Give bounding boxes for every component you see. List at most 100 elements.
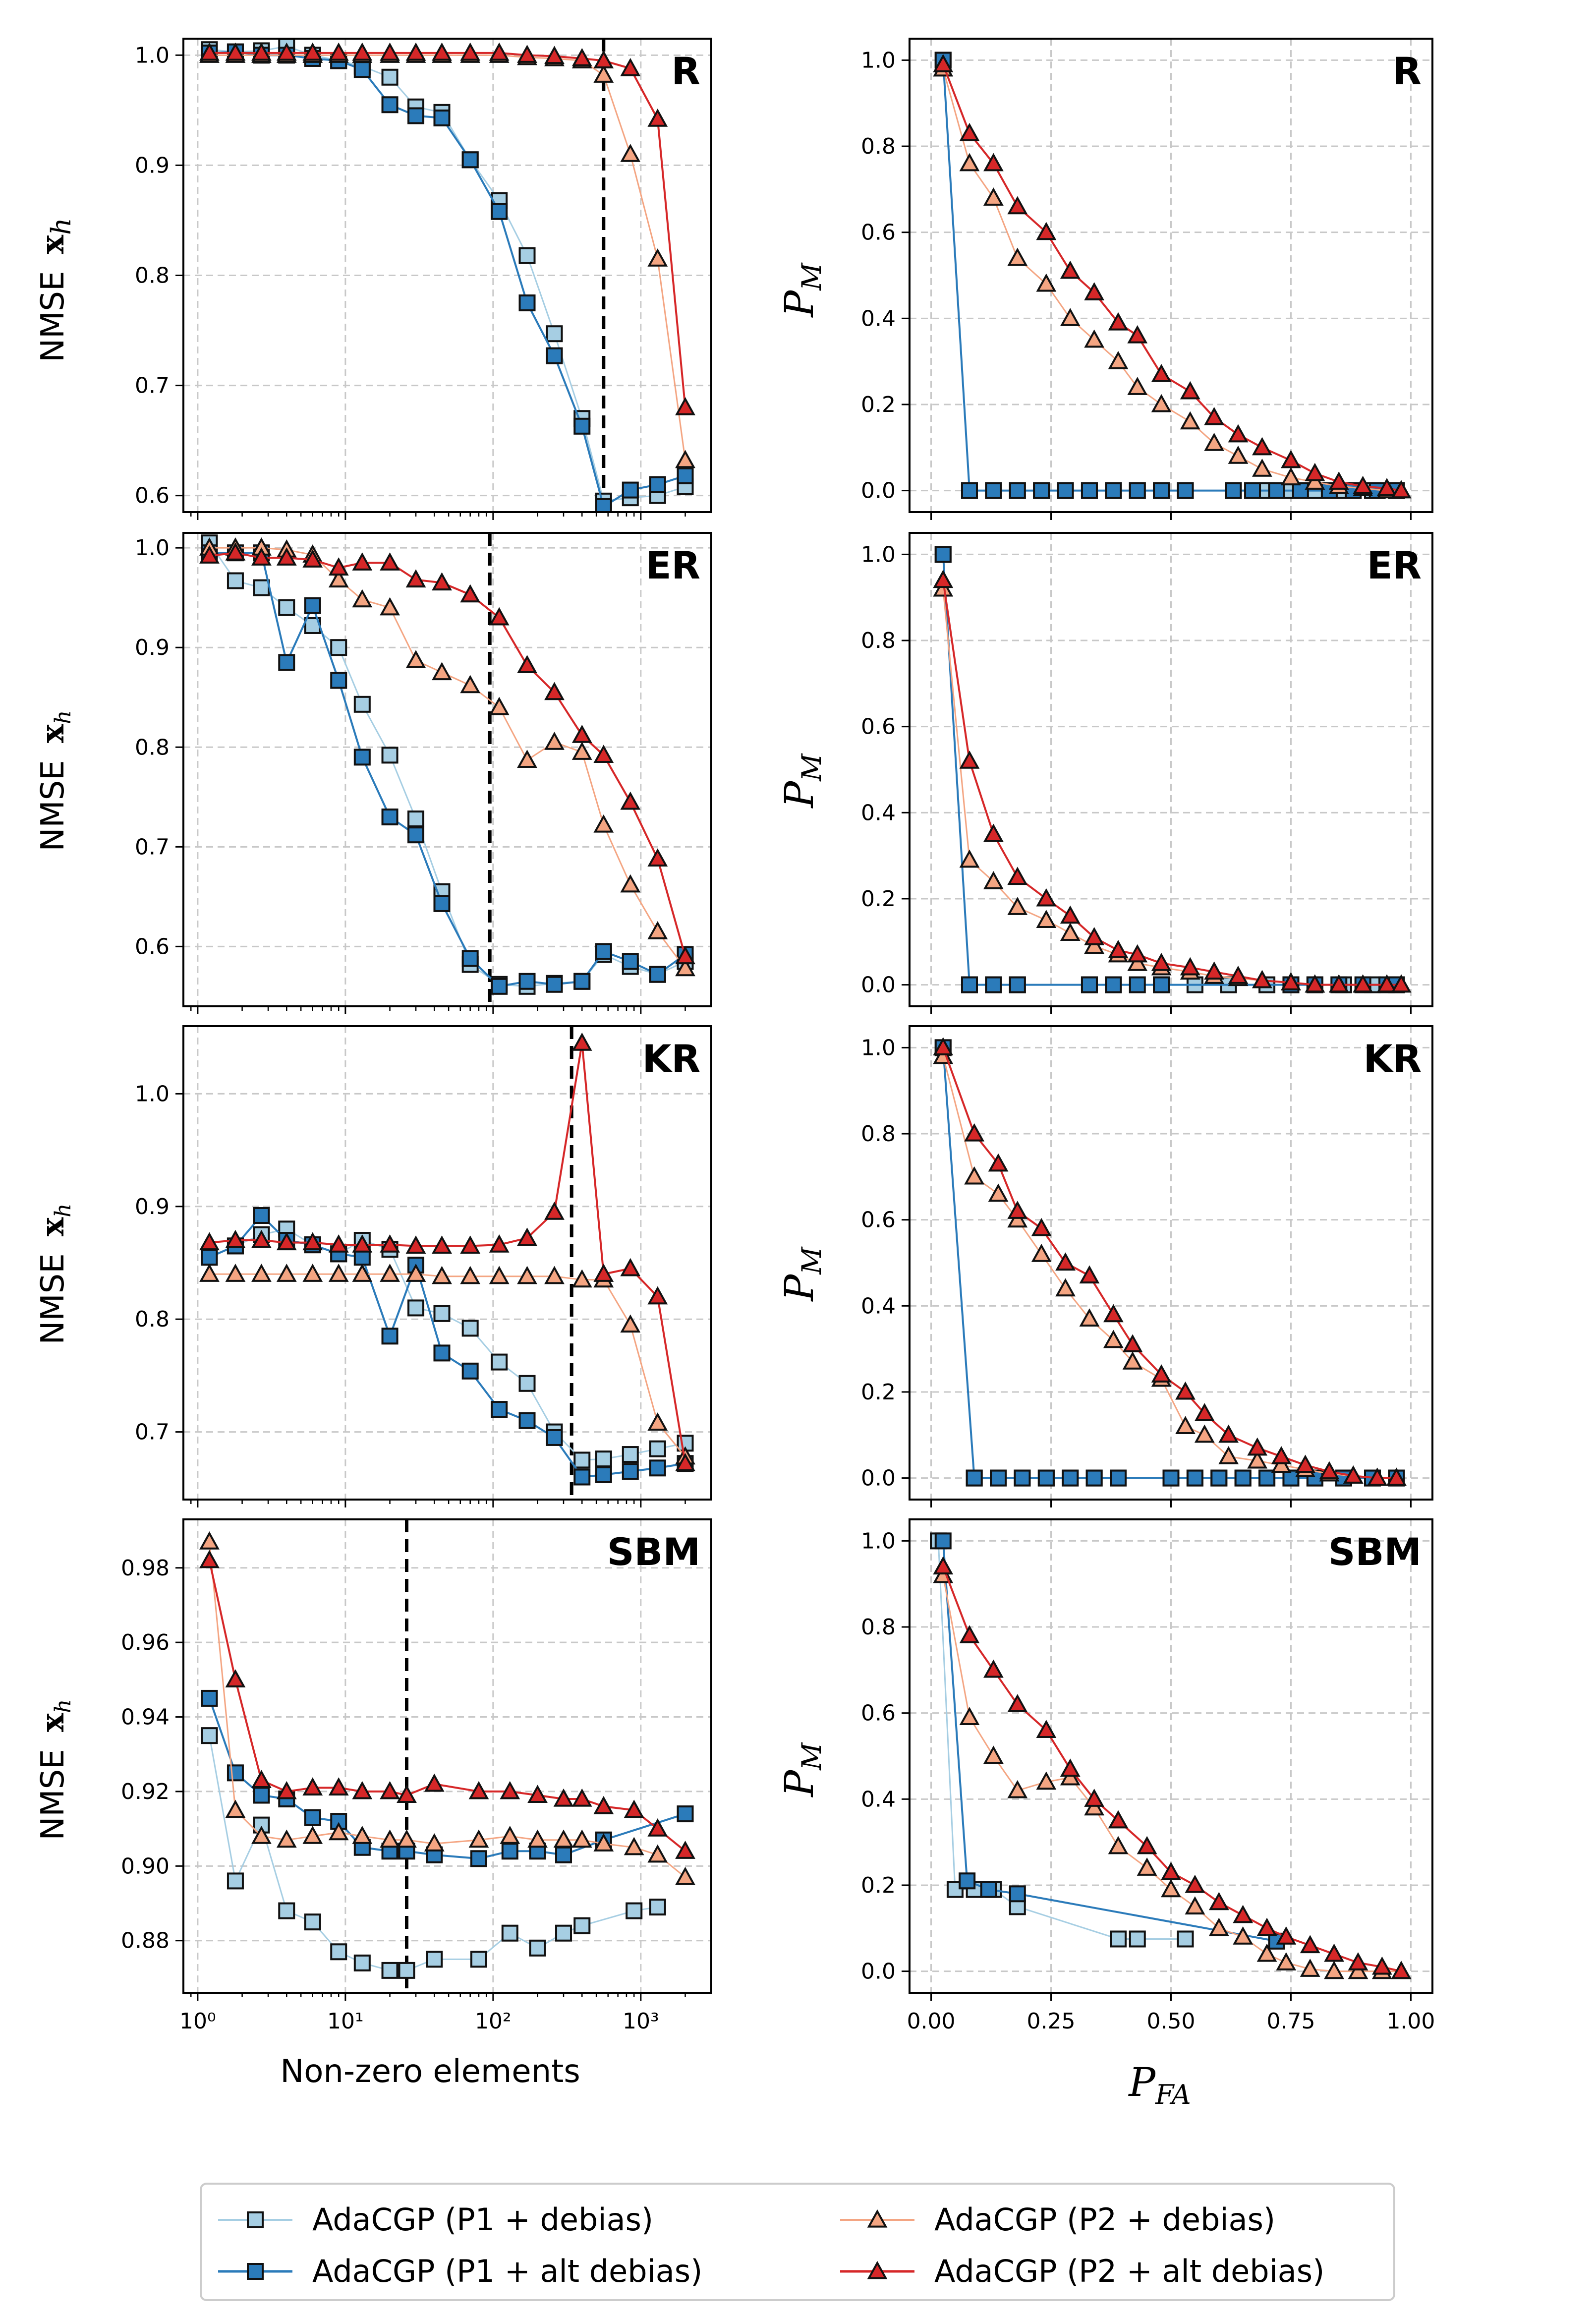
data-point-square — [555, 1924, 572, 1942]
data-point-triangle — [460, 584, 481, 603]
data-point-triangle — [1036, 1771, 1057, 1790]
data-point-triangle — [983, 1745, 1004, 1764]
pm-ylabel-sub: M — [796, 753, 827, 782]
data-point-square — [622, 953, 639, 970]
axis-labels: NMSE xh NMSE xh NMSE xh NMSE xh PM — [34, 218, 1191, 2110]
series-adacgp-p1-alt-debias- — [201, 43, 694, 512]
data-point-triangle — [1108, 312, 1129, 331]
data-point-square — [573, 1468, 591, 1486]
data-point-triangle — [571, 1269, 592, 1288]
data-point-triangle — [1108, 1836, 1129, 1854]
y-tick-label: 0.7 — [135, 834, 170, 860]
data-point-square — [433, 1344, 451, 1362]
data-point-square — [518, 973, 536, 990]
y-tick-label: 1.0 — [135, 535, 170, 561]
data-point-square — [546, 976, 563, 993]
data-point-triangle — [276, 42, 297, 61]
chart-panel-er-nmse: 0.6 0.7 0.8 0.9 1.0 ER — [135, 532, 712, 1014]
svg-text:PM: PM — [776, 753, 827, 809]
series-adacgp-p1-debias- — [201, 534, 694, 995]
data-point-triangle — [199, 1264, 220, 1282]
data-point-triangle — [1300, 1935, 1320, 1954]
data-point-triangle — [1328, 471, 1349, 490]
svg-text:NMSE xh: NMSE xh — [34, 1699, 76, 1841]
chart-panel-r-nmse: 0.6 0.7 0.8 0.9 1.0 R — [135, 38, 712, 520]
data-point-square — [1162, 1469, 1180, 1487]
data-point-triangle — [1348, 1952, 1368, 1970]
plot-area — [930, 1532, 1412, 1979]
series-adacgp-p1-alt-debias- — [934, 1039, 1405, 1487]
data-point-triangle — [1208, 1892, 1229, 1911]
series-adacgp-p2-alt-debias- — [933, 570, 1412, 993]
data-point-triangle — [593, 50, 614, 69]
data-point-square — [518, 294, 536, 312]
data-point-triangle — [405, 42, 426, 61]
data-point-triangle — [225, 1229, 246, 1248]
data-point-triangle — [1194, 1403, 1215, 1421]
series-adacgp-p1-alt-debias- — [934, 1532, 1285, 1950]
plot-area — [933, 546, 1412, 993]
data-point-triangle — [199, 545, 220, 564]
data-point-triangle — [328, 42, 349, 61]
data-point-triangle — [1007, 1780, 1028, 1798]
data-point-square — [649, 1899, 666, 1916]
data-point-square — [1014, 1469, 1031, 1487]
data-point-triangle — [675, 946, 695, 965]
y-tick-label: 0.90 — [121, 1853, 170, 1879]
data-point-square — [959, 1872, 976, 1890]
series-adacgp-p2-alt-debias- — [199, 42, 695, 415]
data-point-square — [1009, 976, 1026, 993]
data-point-triangle — [517, 1266, 537, 1284]
legend-marker-triangle — [867, 2209, 888, 2228]
data-point-triangle — [1055, 1252, 1076, 1271]
data-point-triangle — [1079, 1308, 1100, 1327]
data-point-triangle — [460, 1235, 481, 1254]
data-point-triangle — [1371, 1956, 1392, 1975]
chart-panel-r-pm: 0.0 0.2 0.4 0.6 0.8 1.0 R — [861, 38, 1433, 520]
y-tick-label: 0.4 — [861, 1293, 896, 1319]
data-point-triangle — [1228, 424, 1249, 443]
data-point-triangle — [1137, 1857, 1157, 1876]
chart-panel-er-pm: 0.0 0.2 0.4 0.6 0.8 1.0 ER — [861, 532, 1433, 1014]
y-tick-label: 1.0 — [135, 1081, 170, 1106]
data-point-triangle — [620, 58, 641, 76]
panel-tag: ER — [646, 543, 700, 587]
y-tick-label: 1.0 — [861, 542, 896, 567]
data-point-triangle — [517, 750, 537, 768]
data-point-triangle — [199, 1232, 220, 1251]
data-point-triangle — [1060, 260, 1081, 279]
series-adacgp-p2-debias- — [933, 578, 1412, 993]
data-point-triangle — [1103, 1330, 1124, 1348]
chart-panel-kr-nmse: 0.7 0.8 0.9 1.0 KR — [135, 1025, 712, 1507]
data-point-square — [1129, 976, 1146, 993]
y-tick-label: 0.6 — [861, 714, 896, 740]
data-point-triangle — [1271, 1454, 1292, 1473]
data-point-triangle — [328, 1234, 349, 1253]
data-point-triangle — [1328, 974, 1349, 993]
x-tick-label: 1.00 — [1386, 2009, 1435, 2034]
y-tick-label: 0.2 — [861, 886, 896, 912]
data-point-triangle — [1228, 446, 1249, 464]
data-point-square — [1085, 1469, 1103, 1487]
data-point-triangle — [933, 54, 954, 72]
svg-text:PM: PM — [776, 1246, 827, 1302]
data-point-square — [573, 417, 591, 435]
data-point-square — [546, 1429, 563, 1446]
data-point-triangle — [1305, 471, 1325, 490]
series-adacgp-p2-alt-debias- — [933, 54, 1412, 499]
data-point-square — [227, 1872, 244, 1890]
y-tick-label: 0.9 — [135, 153, 170, 178]
data-point-triangle — [620, 144, 641, 162]
data-point-triangle — [1036, 1720, 1057, 1738]
y-tick-label: 0.96 — [121, 1630, 170, 1655]
data-point-triangle — [1060, 1758, 1081, 1777]
svg-text:PM: PM — [776, 1742, 827, 1798]
data-point-triangle — [647, 248, 668, 267]
series-adacgp-p2-alt-debias- — [199, 1550, 695, 1859]
y-tick-label: 1.0 — [861, 48, 896, 73]
series-line — [208, 1560, 686, 1852]
data-point-square — [461, 151, 479, 169]
data-point-triangle — [468, 1829, 489, 1848]
series-adacgp-p1-alt-debias- — [934, 52, 1405, 499]
data-point-triangle — [544, 682, 565, 700]
